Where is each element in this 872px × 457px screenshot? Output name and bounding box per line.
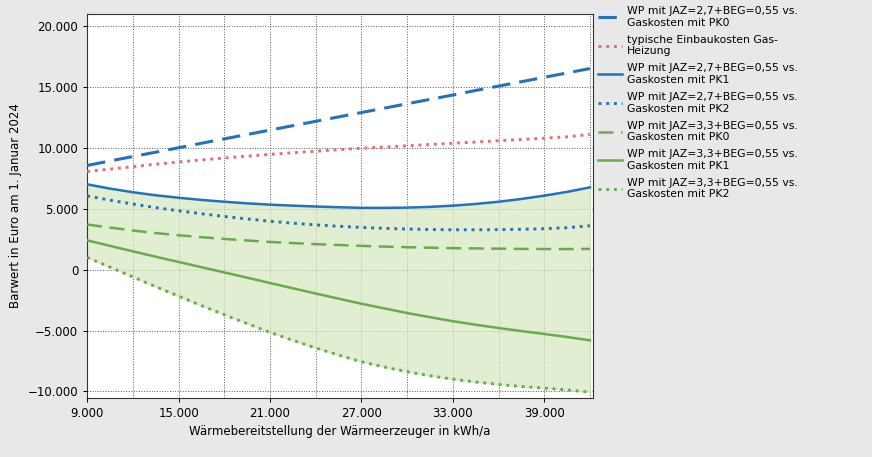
X-axis label: Wärmebereitstellung der Wärmeerzeuger in kWh/a: Wärmebereitstellung der Wärmeerzeuger in…	[189, 425, 491, 438]
Y-axis label: Barwert in Euro am 1. Januar 2024: Barwert in Euro am 1. Januar 2024	[9, 103, 22, 308]
Legend: WP mit JAZ=2,7+BEG=0,55 vs.
Gaskosten mit PK0, typische Einbaukosten Gas-
Heizun: WP mit JAZ=2,7+BEG=0,55 vs. Gaskosten mi…	[598, 6, 798, 200]
